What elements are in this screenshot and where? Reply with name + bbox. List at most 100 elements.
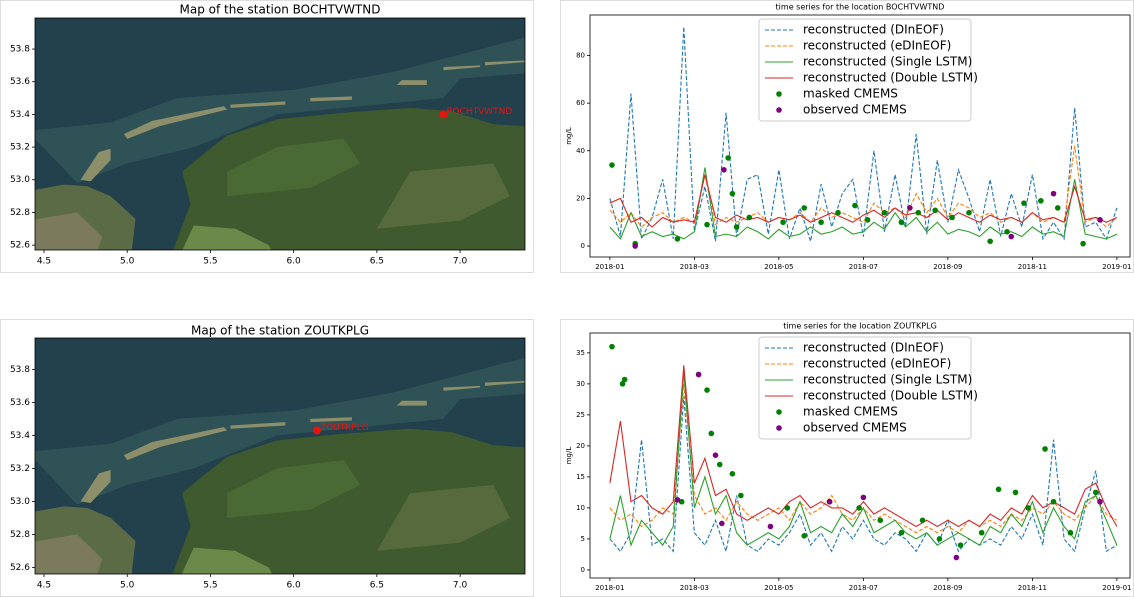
legend-label: reconstructed (eDInEOF)	[803, 39, 951, 53]
data-point	[1054, 205, 1061, 211]
data-point	[609, 162, 615, 168]
island	[123, 106, 228, 139]
y-tick-label: 35	[576, 349, 585, 357]
legend-label: reconstructed (Single LSTM)	[803, 55, 972, 69]
island	[485, 60, 525, 66]
y-tick-label: 40	[576, 147, 585, 155]
legend-label: masked CMEMS	[803, 405, 898, 419]
legend-label: reconstructed (DInEOF)	[803, 23, 944, 37]
y-tick-label: 20	[576, 194, 585, 202]
y-tick-label: 52.8	[10, 530, 30, 540]
data-point	[932, 207, 939, 214]
land	[227, 460, 361, 518]
island	[123, 427, 228, 461]
data-point	[678, 498, 685, 505]
data-point	[1097, 217, 1103, 223]
x-tick-label: 2018-05	[764, 263, 793, 271]
legend-label: reconstructed (Double LSTM)	[803, 389, 978, 403]
legend-label: masked CMEMS	[803, 87, 898, 101]
x-tick-label: 2019-01	[1102, 584, 1131, 592]
data-point	[746, 214, 753, 221]
data-point	[729, 190, 736, 197]
series-line	[609, 26, 1118, 242]
x-tick-label: 6.5	[370, 581, 384, 591]
data-point	[966, 209, 972, 216]
y-tick-label: 53.2	[10, 464, 30, 474]
x-tick-label: 7.0	[453, 257, 468, 267]
legend-label: observed CMEMS	[803, 421, 907, 435]
island	[230, 422, 286, 429]
data-point	[721, 167, 727, 173]
data-point	[953, 554, 960, 561]
wadden-sea	[35, 37, 525, 184]
y-tick-label: 10	[576, 504, 585, 512]
axes-frame	[589, 14, 1131, 258]
island	[80, 148, 111, 182]
data-point	[915, 209, 922, 216]
x-tick-label: 2019-01	[1102, 263, 1131, 271]
series-line	[609, 174, 1118, 228]
data-point	[1008, 233, 1015, 240]
y-tick-label: 0	[581, 566, 585, 574]
y-tick-label: 53.2	[10, 143, 30, 153]
data-point	[898, 529, 905, 536]
x-tick-label: 2018-05	[764, 584, 793, 592]
data-point	[835, 209, 841, 216]
data-point	[725, 155, 731, 161]
data-point	[738, 492, 744, 499]
data-point	[1067, 529, 1074, 536]
land	[376, 163, 511, 229]
legend-label: reconstructed (eDInEOF)	[803, 357, 951, 371]
data-point	[712, 452, 719, 458]
y-tick-label: 5	[581, 535, 585, 543]
legend-marker	[776, 107, 782, 113]
island	[396, 80, 427, 85]
axes-frame	[34, 17, 526, 251]
data-point	[1038, 197, 1044, 204]
y-tick-label: 53.4	[10, 431, 30, 441]
y-tick-label: 25	[576, 411, 585, 419]
axes-frame	[34, 337, 526, 575]
data-point	[1042, 446, 1048, 452]
legend-label: reconstructed (Single LSTM)	[803, 373, 972, 387]
data-point	[1092, 489, 1099, 496]
data-point	[621, 376, 628, 383]
data-point	[856, 505, 862, 511]
x-tick-label: 2018-09	[933, 584, 962, 592]
y-axis-label: mg/L	[565, 127, 573, 145]
x-tick-label: 5.0	[120, 257, 135, 267]
y-tick-label: 53.4	[10, 110, 30, 120]
island	[310, 96, 352, 102]
x-tick-label: 5.5	[203, 257, 217, 267]
land	[376, 484, 511, 551]
legend-box	[758, 336, 972, 440]
station-marker	[312, 426, 321, 435]
x-tick-label: 2018-09	[933, 263, 962, 271]
y-tick-label: 0	[581, 242, 585, 250]
data-point	[695, 371, 702, 378]
chart-title: time series for the location BOCHTVWTND	[776, 3, 945, 12]
y-tick-label: 52.8	[10, 208, 30, 218]
data-point	[674, 497, 681, 503]
island	[396, 400, 427, 406]
legend-label: reconstructed (DInEOF)	[803, 341, 944, 355]
x-tick-label: 2018-07	[849, 584, 878, 592]
x-tick-label: 6.0	[286, 257, 301, 267]
legend-marker	[776, 409, 782, 415]
data-point	[852, 202, 858, 209]
data-point	[919, 517, 926, 524]
map-title: Map of the station BOCHTVWTND	[180, 3, 381, 17]
land	[35, 534, 103, 574]
data-point	[1012, 489, 1019, 496]
map-image	[35, 18, 525, 250]
data-point	[708, 430, 715, 437]
chart-title: time series for the location ZOUTKPLG	[783, 322, 937, 331]
data-point	[1025, 505, 1031, 511]
y-tick-label: 53.0	[10, 175, 30, 185]
legend-box	[758, 18, 972, 122]
data-point	[801, 205, 808, 211]
data-point	[729, 470, 736, 477]
x-tick-label: 5.0	[120, 581, 135, 591]
land	[35, 212, 103, 250]
